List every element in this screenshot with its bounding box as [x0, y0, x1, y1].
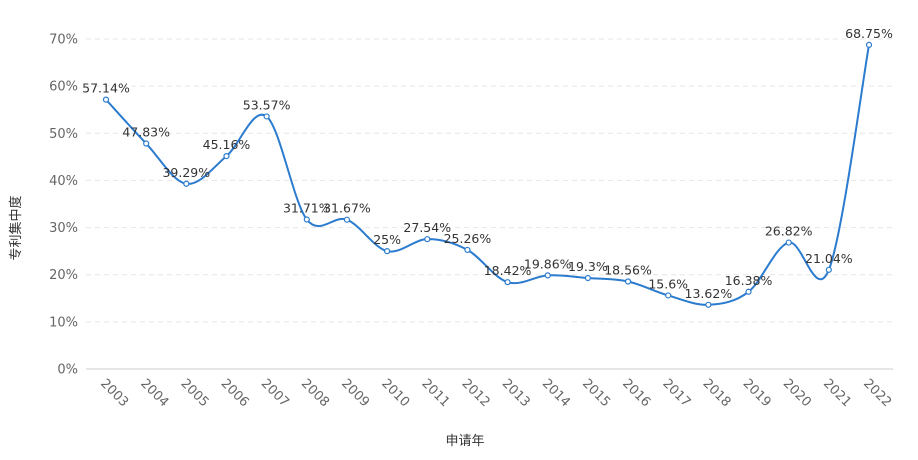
x-tick-label: 2017 [659, 376, 693, 410]
data-label: 19.86% [524, 256, 572, 271]
data-label: 16.38% [725, 273, 773, 288]
x-tick-label: 2019 [740, 376, 774, 410]
data-point [745, 288, 752, 295]
x-tick-label: 2021 [820, 376, 854, 410]
data-labels: 57.14% 47.83% 39.29% 45.16% 53.57% 31.71%31.6… [82, 26, 893, 301]
data-point [102, 96, 110, 103]
y-tick-label: 10% [49, 315, 78, 330]
x-tick-label: 2015 [579, 376, 613, 410]
data-label: 13.62% [685, 286, 733, 301]
data-point [343, 216, 351, 223]
data-point [865, 41, 873, 48]
x-tick-label: 2011 [418, 376, 452, 410]
x-tick-label: 2005 [177, 376, 211, 410]
data-point [785, 239, 792, 246]
data-label: 27.54% [403, 220, 451, 235]
data-points [102, 41, 873, 308]
x-tick-label: 2003 [97, 376, 131, 410]
x-tick-label: 2004 [137, 376, 171, 410]
y-tick-label: 50% [49, 127, 78, 142]
x-tick-label: 2022 [860, 376, 894, 410]
y-axis-title: 专利集中度 [8, 195, 24, 260]
y-tick-label: 30% [49, 221, 78, 236]
data-label: 21.04% [805, 251, 853, 266]
data-point [584, 274, 591, 282]
data-label: 68.75% [845, 26, 893, 41]
y-tick-label: 0% [57, 363, 78, 378]
y-axis-ticks: 0% 10% 20% 30% 40% 50% 60% 70% [49, 33, 78, 378]
data-point [303, 216, 310, 223]
data-label: 26.82% [765, 224, 813, 239]
data-point [705, 301, 712, 308]
x-axis-ticks: 2003 2004 2005 2006 2007 2008 2009 2010 2011 2012… [97, 376, 894, 410]
data-point [504, 279, 511, 286]
data-label: 18.42% [484, 263, 532, 278]
y-tick-label: 70% [49, 33, 78, 48]
x-tick-label: 2013 [499, 376, 533, 410]
data-point [544, 272, 551, 279]
data-point [665, 292, 672, 299]
x-tick-label: 2009 [338, 376, 372, 410]
x-tick-label: 2010 [378, 376, 412, 410]
data-point [424, 236, 431, 243]
x-tick-label: 2008 [298, 376, 332, 410]
data-label: 57.14% [82, 81, 130, 96]
data-point [624, 278, 632, 285]
x-axis-title: 申请年 [445, 434, 484, 449]
data-label: 25.26% [444, 231, 492, 246]
data-label: 53.57% [243, 97, 291, 112]
data-point [464, 246, 471, 254]
data-label: 31.71% [283, 201, 331, 216]
x-tick-label: 2014 [539, 376, 573, 410]
y-tick-label: 40% [49, 174, 78, 189]
x-tick-label: 2020 [780, 376, 814, 410]
data-point [183, 180, 190, 187]
x-tick-label: 2007 [258, 376, 292, 410]
data-point [143, 140, 150, 147]
data-label: 47.83% [122, 125, 170, 140]
y-tick-label: 20% [49, 268, 78, 283]
x-tick-label: 2012 [459, 376, 493, 410]
data-label: 39.29% [162, 165, 210, 180]
data-point [825, 266, 832, 273]
data-label: 31.67% [323, 201, 371, 216]
x-tick-label: 2016 [619, 376, 653, 410]
x-tick-label: 2006 [218, 376, 252, 410]
data-label: 18.56% [604, 263, 652, 278]
data-label: 25% [373, 232, 401, 247]
data-point [384, 248, 391, 255]
data-label: 19.3% [568, 259, 608, 274]
x-tick-label: 2018 [700, 376, 734, 410]
grid-lines [86, 38, 893, 370]
data-label: 15.6% [648, 276, 688, 291]
data-point [223, 153, 230, 160]
data-label: 45.16% [203, 137, 251, 152]
y-tick-label: 60% [49, 80, 78, 95]
data-point [263, 113, 270, 120]
